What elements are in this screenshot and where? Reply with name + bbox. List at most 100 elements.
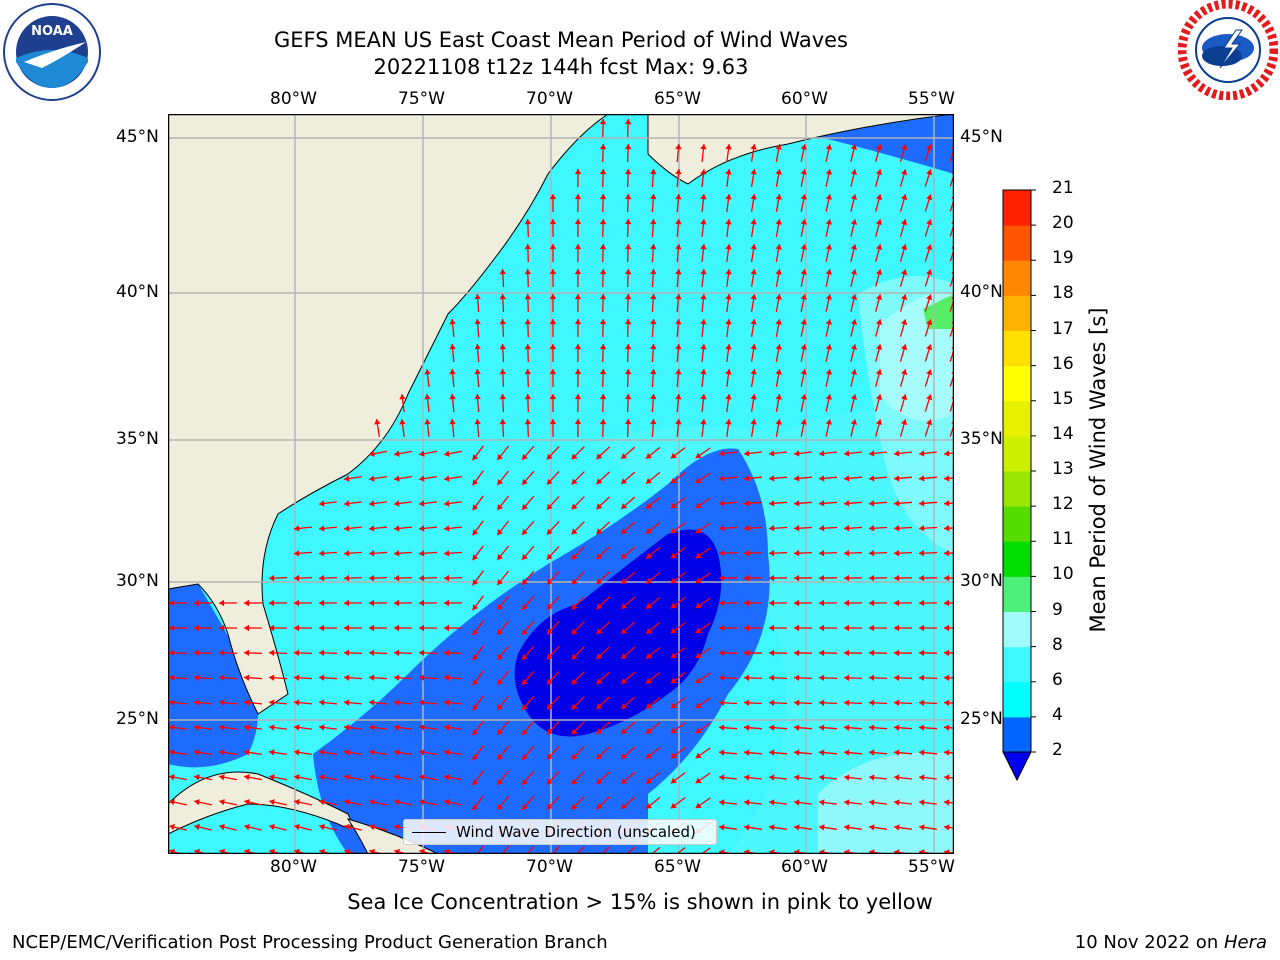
wave-direction-arrowhead — [419, 848, 425, 854]
wave-direction-arrowhead — [825, 369, 832, 375]
wave-direction-arrowhead — [546, 753, 553, 760]
wave-direction-arrowhead — [294, 525, 300, 532]
wave-direction-arrowhead — [819, 724, 825, 731]
wave-direction-arrowhead — [546, 603, 553, 610]
lon-label-top: 70°W — [526, 89, 573, 109]
wave-direction-arrowhead — [472, 779, 479, 786]
wave-direction-arrowhead — [750, 294, 757, 300]
wave-direction-arrowhead — [596, 578, 603, 585]
wave-direction-arrowhead — [894, 799, 900, 806]
wave-direction-arrowhead — [650, 169, 657, 175]
wave-direction-arrowhead — [670, 527, 677, 534]
wave-direction-arrowhead — [650, 294, 657, 300]
wave-direction-arrowhead — [571, 803, 578, 810]
lat-label-right: 25°N — [960, 709, 1003, 729]
wave-direction-arrowhead — [596, 478, 603, 485]
wave-direction-arrowhead — [894, 450, 900, 457]
colorbar-segment — [1003, 190, 1031, 226]
wave-direction-arrowhead — [875, 194, 883, 200]
wave-direction-arrowhead — [700, 394, 707, 400]
wave-direction-arrowhead — [794, 724, 800, 731]
noaa-logo: NOAA — [2, 2, 102, 102]
wave-direction-arrowhead — [769, 824, 775, 831]
wave-direction-arrowhead — [869, 724, 875, 731]
wave-direction-arrowhead — [919, 549, 925, 557]
wave-direction-arrowhead — [571, 453, 578, 460]
wave-direction-arrowhead — [399, 394, 406, 400]
wave-direction-arrowhead — [744, 824, 750, 831]
wave-direction-arrowhead — [744, 649, 750, 657]
wave-direction-arrowhead — [850, 419, 858, 425]
colorbar-tick-label: 4 — [1052, 704, 1063, 725]
wave-direction-arrowhead — [394, 649, 400, 656]
wave-direction-arrowhead — [444, 674, 450, 681]
wave-direction-arrowhead — [719, 824, 725, 831]
wave-direction-arrowhead — [944, 549, 950, 557]
wave-direction-arrowhead — [700, 169, 707, 175]
wave-direction-arrowhead — [775, 219, 782, 225]
wave-direction-arrowhead — [646, 578, 652, 584]
wave-direction-arrowhead — [596, 728, 603, 735]
ocean-2-4-zone-gulf — [168, 584, 258, 768]
wave-direction-arrowhead — [901, 294, 908, 301]
wave-direction-arrowhead — [794, 824, 800, 831]
wave-direction-arrowhead — [169, 823, 175, 831]
wave-direction-arrowhead — [800, 169, 807, 175]
wave-direction-arrowhead — [875, 344, 883, 350]
wave-direction-arrowhead — [794, 624, 800, 632]
wave-direction-arrowhead — [901, 344, 908, 351]
wave-direction-arrowhead — [695, 452, 702, 459]
wave-direction-arrowhead — [769, 799, 775, 806]
lat-label-right: 45°N — [960, 127, 1003, 147]
wave-direction-arrowhead — [719, 774, 725, 781]
wave-direction-arrowhead — [394, 550, 400, 557]
wave-direction-arrowhead — [844, 724, 850, 731]
wave-direction-arrowhead — [894, 549, 900, 557]
wave-direction-arrowhead — [875, 169, 883, 175]
colorbar-extend-triangle — [1002, 751, 1032, 782]
sea-ice-note: Sea Ice Concentration > 15% is shown in … — [347, 890, 933, 914]
wave-direction-arrowhead — [374, 419, 381, 425]
wave-direction-arrowhead — [369, 525, 375, 532]
wave-direction-arrowhead — [744, 549, 750, 557]
wave-direction-arrowhead — [419, 724, 425, 731]
wave-direction-arrowhead — [646, 678, 652, 684]
wave-direction-arrowhead — [621, 728, 628, 734]
wave-direction-arrowhead — [775, 294, 782, 300]
wave-direction-arrowhead — [926, 344, 933, 351]
wave-direction-arrowhead — [319, 674, 325, 681]
wave-direction-arrowhead — [719, 799, 725, 806]
wave-direction-arrowhead — [675, 194, 682, 200]
wave-direction-arrowhead — [394, 500, 400, 507]
wave-direction-arrowhead — [650, 419, 657, 425]
wave-direction-arrowhead — [725, 394, 732, 400]
wave-direction-arrowhead — [769, 624, 775, 632]
wave-direction-arrowhead — [394, 848, 400, 854]
wave-direction-arrowhead — [625, 194, 632, 200]
wave-direction-arrowhead — [646, 503, 652, 509]
colorbar-tick-label: 9 — [1052, 599, 1063, 620]
wave-direction-arrowhead — [650, 319, 657, 325]
wave-direction-arrowhead — [497, 554, 503, 560]
us-east-coast-land — [168, 114, 609, 715]
wave-direction-arrowhead — [744, 475, 750, 482]
wave-direction-arrowhead — [944, 699, 950, 706]
wave-direction-arrowhead — [695, 802, 702, 809]
wave-direction-arrowhead — [825, 219, 832, 225]
wave-direction-arrowhead — [700, 144, 707, 150]
wave-direction-arrowhead — [625, 219, 632, 225]
wave-direction-arrowhead — [769, 574, 775, 582]
wave-direction-arrowhead — [497, 579, 503, 585]
wave-direction-arrowhead — [244, 624, 250, 632]
wave-direction-arrowhead — [919, 774, 925, 781]
wave-direction-arrowhead — [869, 799, 875, 806]
wave-direction-arrowhead — [750, 419, 757, 425]
wave-direction-arrowhead — [800, 194, 807, 200]
wave-direction-arrowhead — [869, 450, 875, 457]
wave-direction-arrowhead — [546, 478, 553, 485]
wave-direction-arrowhead — [919, 799, 925, 806]
wave-direction-arrowhead — [700, 244, 707, 250]
wave-direction-arrowhead — [819, 450, 825, 457]
wave-direction-arrowhead — [695, 777, 702, 784]
wave-direction-arrowhead — [869, 525, 875, 532]
